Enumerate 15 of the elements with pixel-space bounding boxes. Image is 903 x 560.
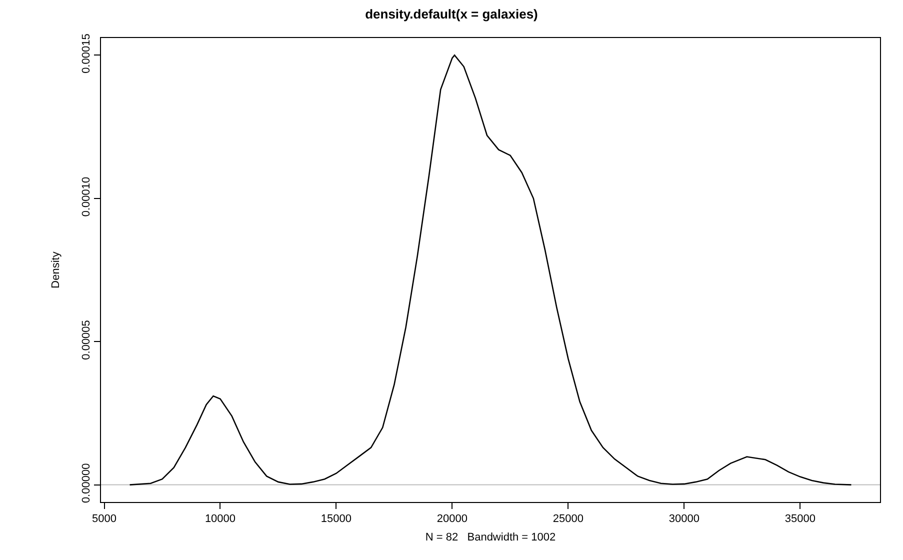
x-tick-label: 25000 <box>552 513 584 526</box>
line-series <box>129 54 852 486</box>
x-tick-label: 20000 <box>436 513 468 526</box>
chart-title: density.default(x = galaxies) <box>365 6 538 22</box>
y-tick-label: 0.00000 <box>80 463 93 504</box>
x-tick-label: 35000 <box>784 513 816 526</box>
y-tick-label: 0.00010 <box>80 176 93 217</box>
x-tick-label: 15000 <box>320 513 352 526</box>
x-tick-label: 5000 <box>92 513 116 526</box>
x-tick-label: 10000 <box>204 513 236 526</box>
x-axis-title: N = 82 Bandwidth = 1002 <box>425 531 556 544</box>
y-axis-title: Density <box>50 251 62 288</box>
x-tick-label: 30000 <box>668 513 700 526</box>
y-tick-label: 0.00015 <box>80 34 93 74</box>
y-tick-label: 0.00005 <box>80 320 93 360</box>
